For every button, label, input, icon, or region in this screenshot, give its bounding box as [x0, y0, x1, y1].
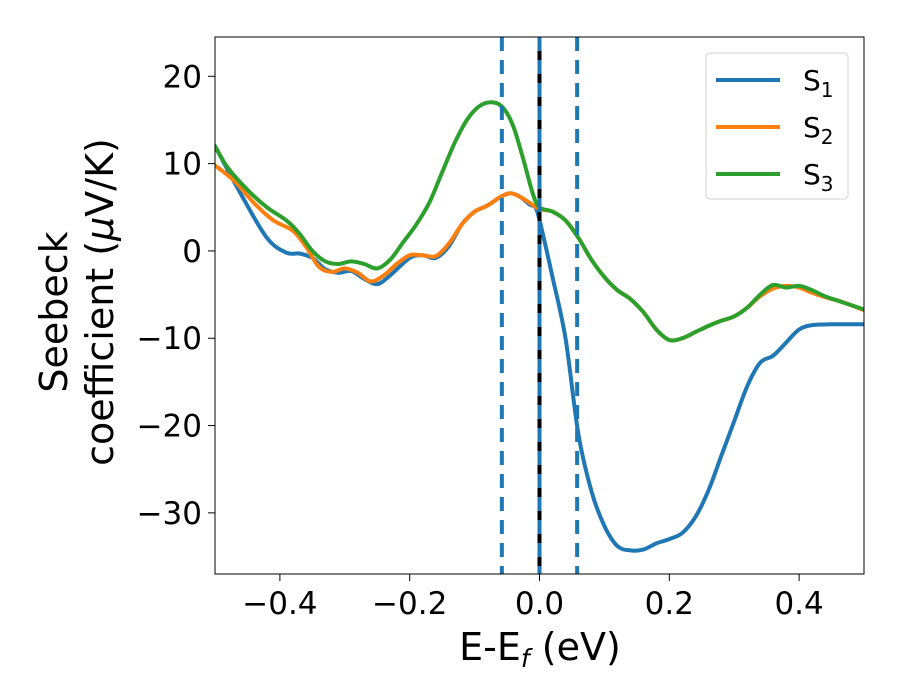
- x-axis-label: E-Ef (eV): [459, 625, 621, 673]
- legend: S1 S2 S3: [705, 52, 849, 200]
- y-tick-label: 20: [163, 59, 202, 95]
- x-tick-label: −0.4: [242, 586, 317, 622]
- y-tick-label: −10: [137, 321, 202, 357]
- legend-label-s3: S3: [803, 158, 834, 196]
- y-axis: 20 10 0 −10 −20 −30: [137, 59, 215, 532]
- x-tick-label: 0.0: [515, 586, 564, 622]
- y-tick-label: −30: [137, 496, 202, 532]
- y-tick-label: 0: [182, 234, 202, 270]
- x-tick-label: 0.4: [774, 586, 823, 622]
- x-tick-label: 0.2: [645, 586, 694, 622]
- y-tick-label: 10: [163, 147, 202, 183]
- legend-label-s2: S2: [803, 111, 834, 149]
- y-axis-label-line1: Seebeck: [32, 231, 76, 392]
- x-tick-label: −0.2: [372, 586, 447, 622]
- reference-lines: [499, 37, 580, 574]
- legend-label-s1: S1: [803, 64, 834, 102]
- x-axis: −0.4 −0.2 0.0 0.2 0.4: [242, 574, 824, 622]
- y-tick-label: −20: [137, 409, 202, 445]
- y-axis-label-line2: coefficient (μV/K): [78, 138, 122, 466]
